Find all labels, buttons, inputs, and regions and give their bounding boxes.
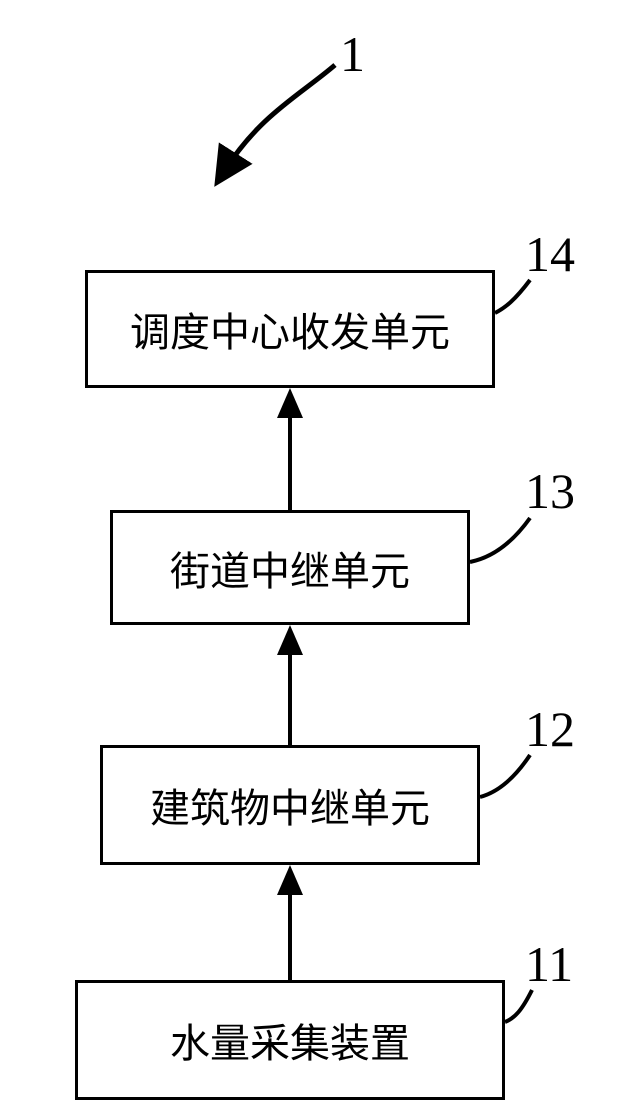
callout-curve-11	[505, 990, 532, 1022]
arrow-11-to-12	[277, 865, 303, 980]
arrow-13-to-14	[277, 388, 303, 510]
box-street-relay: 街道中继单元	[110, 510, 470, 625]
arrow-12-to-13	[277, 625, 303, 745]
box-street-relay-label: 街道中继单元	[170, 539, 410, 597]
callout-13: 13	[525, 462, 575, 520]
callout-curve-12	[480, 755, 530, 797]
box-water-collection-label: 水量采集装置	[170, 1011, 410, 1069]
callout-1: 1	[340, 25, 365, 83]
callout-curve-14	[495, 280, 530, 313]
callout-curve-13	[470, 518, 530, 562]
box-building-relay: 建筑物中继单元	[100, 745, 480, 865]
callout-12: 12	[525, 700, 575, 758]
callout-14: 14	[525, 225, 575, 283]
callout-curve-1	[225, 65, 335, 170]
box-water-collection: 水量采集装置	[75, 980, 505, 1100]
box-building-relay-label: 建筑物中继单元	[150, 776, 430, 834]
box-dispatch-center: 调度中心收发单元	[85, 270, 495, 388]
callout-11: 11	[525, 935, 573, 993]
box-dispatch-center-label: 调度中心收发单元	[130, 300, 450, 358]
